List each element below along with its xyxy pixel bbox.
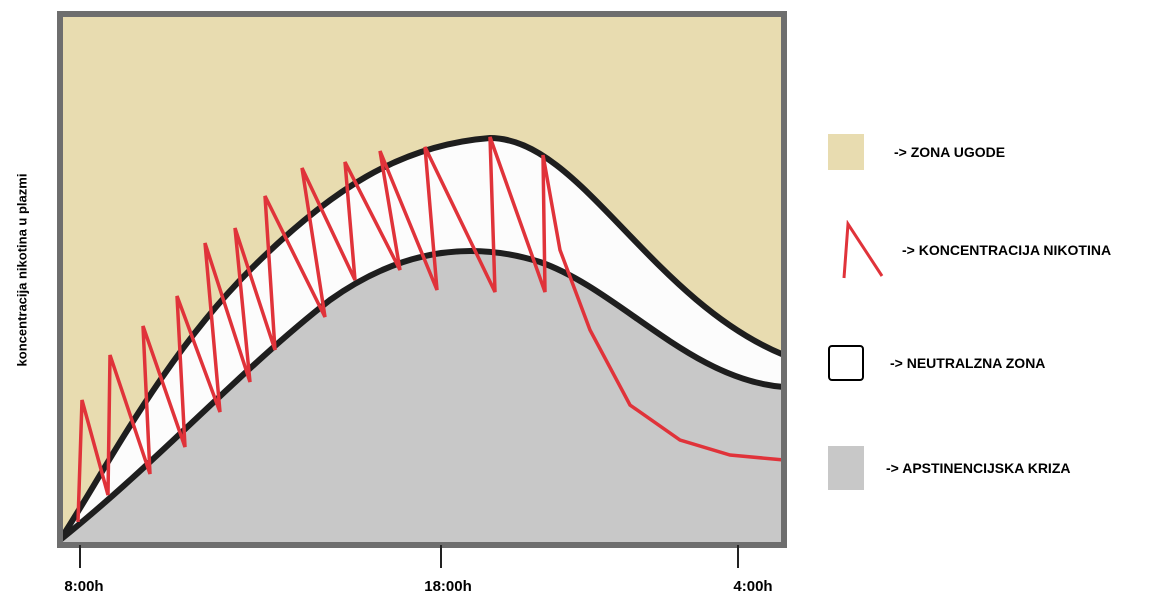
y-axis-label: koncentracija nikotina u plazmi: [14, 173, 30, 367]
neutral-zone-area: [60, 138, 784, 540]
x-tick-label-4h: 4:00h: [733, 578, 773, 595]
chart-frame: [57, 11, 787, 548]
comfort-zone-swatch: [828, 134, 864, 170]
sawtooth-line-icon: [842, 220, 884, 279]
legend-label-neutral-zone: -> NEUTRALZNA ZONA: [890, 355, 1046, 371]
legend-item-nicotine: -> KONCENTRACIJA NIKOTINA: [828, 220, 1111, 280]
legend-item-comfort-zone: -> ZONA UGODE: [828, 134, 1005, 170]
legend-label-comfort-zone: -> ZONA UGODE: [894, 144, 1006, 160]
abstinence-crisis-area: [60, 250, 784, 545]
legend-label-nicotine: -> KONCENTRACIJA NIKOTINA: [902, 242, 1112, 258]
legend-item-neutral-zone: -> NEUTRALZNA ZONA: [828, 345, 1045, 381]
legend-label-crisis-zone: -> APSTINENCIJSKA KRIZA: [886, 460, 1071, 476]
upper-boundary-curve: [57, 134, 786, 542]
nicotine-concentration-line: [76, 136, 785, 523]
x-tick-label-18h: 18:00h: [424, 578, 472, 595]
crisis-zone-swatch: [828, 446, 864, 490]
neutral-zone-swatch: [828, 345, 864, 381]
legend-item-crisis-zone: -> APSTINENCIJSKA KRIZA: [828, 446, 1070, 490]
x-tick-label-8h: 8:00h: [64, 578, 104, 595]
